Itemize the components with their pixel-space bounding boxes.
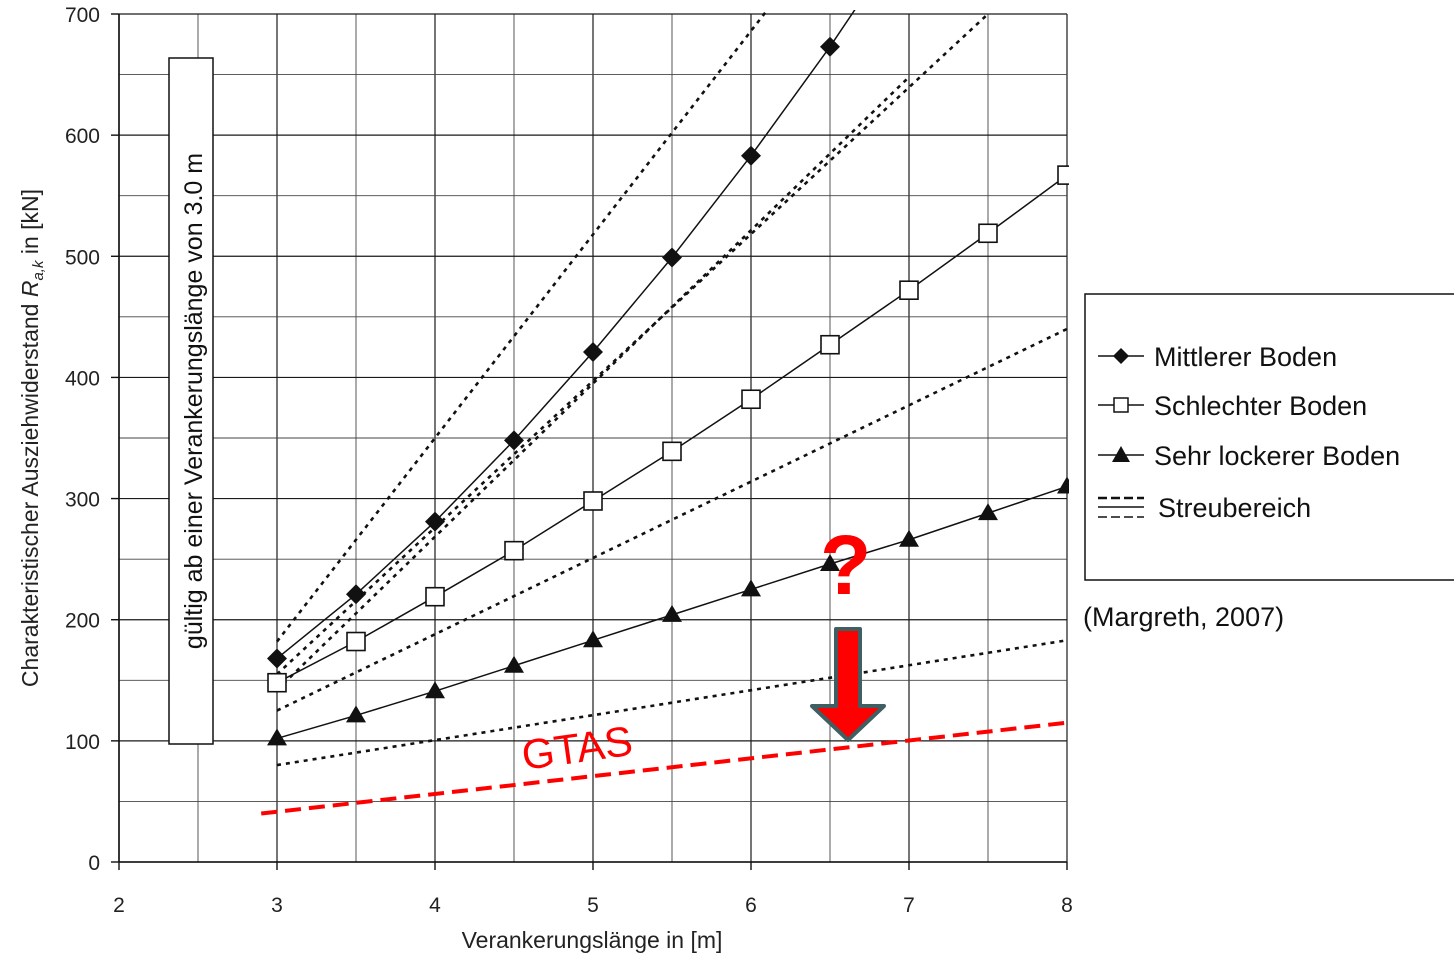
scatter-band-line [276,639,1068,767]
x-tick-label: 2 [113,894,125,917]
data-point-schlechter [346,631,366,652]
legend-label-schlechter: Schlechter Boden [1154,391,1367,421]
data-point-mittlerer [583,341,603,362]
legend: Mittlerer Boden Schlechter Boden Sehr lo… [1084,293,1454,581]
scatter-band-line [275,10,769,643]
y-tick-label: 500 [65,246,100,269]
y-tick-label: 100 [65,731,100,754]
data-point-schlechter [662,441,682,462]
data-point-mittlerer [820,36,840,57]
scatter-band-line [276,327,1068,712]
data-point-mittlerer [267,648,287,669]
data-point-schlechter [267,672,287,693]
data-point-mittlerer [346,584,366,605]
x-tick-label: 5 [587,894,599,917]
data-point-schlechter [504,540,524,561]
data-point-schlechter [1057,165,1069,185]
legend-item-streubereich: Streubereich [1098,493,1311,523]
x-axis-title: Verankerungslänge in [m] [462,927,723,953]
scatter-band-line [276,76,910,691]
data-point-sehr-locker [346,705,366,723]
legend-label-streubereich: Streubereich [1158,493,1311,523]
source-note: (Margreth, 2007) [1083,602,1284,632]
data-point-schlechter [978,223,998,244]
data-point-sehr-locker [820,553,840,571]
gtas-label: GTAS [519,717,636,779]
data-point-sehr-locker [662,604,682,622]
legend-box [1084,293,1454,581]
data-point-schlechter [425,586,445,607]
data-point-schlechter [820,334,840,355]
data-point-sehr-locker [425,681,445,699]
data-point-schlechter [583,491,603,511]
x-tick-label: 8 [1061,894,1073,917]
x-tick-label: 4 [429,894,441,917]
validity-note: gültig ab einer Verankerungslänge von 3.… [168,57,214,745]
legend-item-mittlerer: Mittlerer Boden [1098,342,1337,372]
x-tick-label: 3 [271,894,283,917]
x-tick-label: 6 [745,894,757,917]
data-point-schlechter [899,280,919,301]
data-point-mittlerer [741,145,761,166]
data-point-mittlerer [425,511,445,532]
validity-note-text: gültig ab einer Verankerungslänge von 3.… [180,153,208,649]
legend-item-sehr-locker: Sehr lockerer Boden [1098,441,1400,471]
x-tick-label: 7 [903,894,915,917]
data-point-sehr-locker [267,728,287,746]
y-tick-label: 300 [65,489,100,512]
y-tick-label: 200 [65,610,100,633]
data-point-sehr-locker [899,529,919,547]
data-point-schlechter [741,389,761,410]
legend-label-sehr-locker: Sehr lockerer Boden [1154,441,1400,471]
data-point-sehr-locker [1057,476,1069,494]
y-tick-label: 600 [65,125,100,148]
data-point-mittlerer [662,247,682,268]
scatter-band [275,10,1068,767]
gtas-line [260,720,1068,816]
series [267,10,1069,746]
y-tick-label: 700 [65,4,100,27]
question-mark: ? [820,518,871,612]
data-point-mittlerer [504,430,524,451]
data-point-sehr-locker [504,655,524,673]
y-tick-label: 0 [88,852,100,875]
axes: 2 3 4 5 6 7 8 0 100 200 300 400 500 600 700 [65,4,1073,917]
y-tick-label: 400 [65,367,100,390]
data-point-sehr-locker [741,579,761,597]
data-point-sehr-locker [978,503,998,521]
y-axis-title: Charakteristischer Ausziehwiderstand Ra,… [17,189,47,687]
legend-label-mittlerer: Mittlerer Boden [1154,342,1337,372]
data-point-sehr-locker [583,630,603,648]
down-arrow-icon [810,627,886,742]
gtas [260,720,1068,816]
legend-item-schlechter: Schlechter Boden [1098,391,1367,421]
